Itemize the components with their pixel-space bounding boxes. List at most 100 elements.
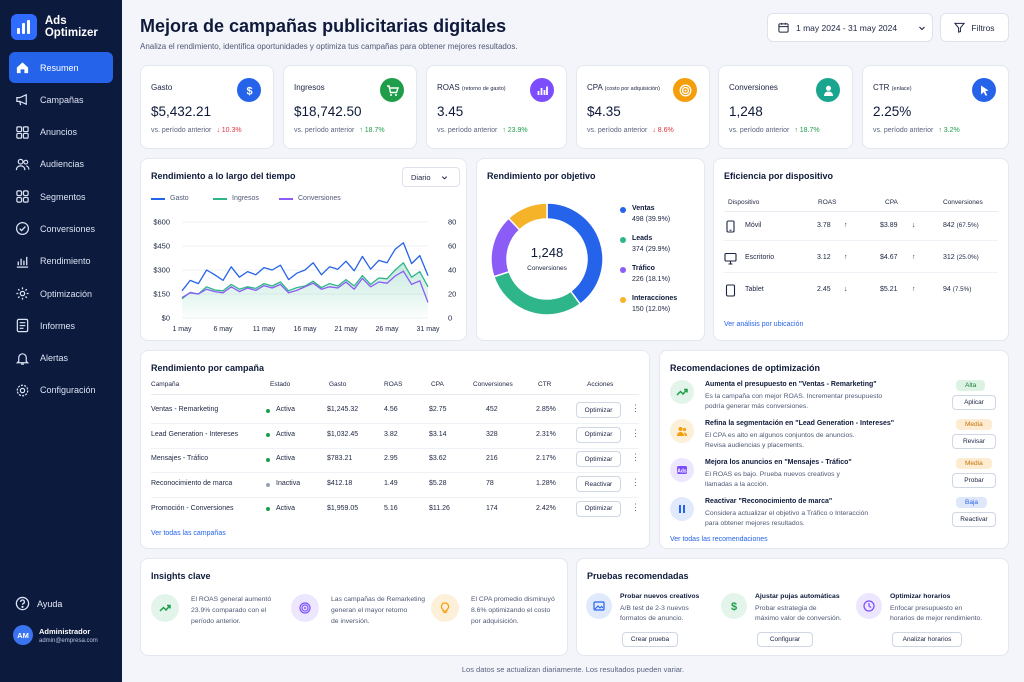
filters-button[interactable]: Filtros	[940, 13, 1009, 42]
campaign-status: Activa	[276, 430, 296, 438]
kpi-card: Gasto $5,432.21 vs. período anterior ↓ 10.3…	[140, 65, 274, 149]
y-right-tick: 0	[448, 314, 452, 323]
more-options-icon[interactable]: ⋮	[631, 427, 640, 438]
kpi-compare-text: vs. período anterior	[437, 127, 498, 134]
sidebar-item-6[interactable]: Rendimiento	[9, 246, 113, 277]
date-range-picker[interactable]: 1 may 2024 - 31 may 2024	[767, 13, 933, 42]
kpi-card: ROAS (retorno de gasto) 3.45 vs. período a…	[426, 65, 567, 149]
all-campaigns-link[interactable]: Ver todas las campañas	[151, 530, 226, 537]
more-options-icon[interactable]: ⋮	[631, 477, 640, 488]
sidebar-item-5[interactable]: Conversiones	[9, 213, 113, 244]
campaign-name[interactable]: Mensajes - Tráfico	[151, 455, 209, 463]
phone-icon	[726, 220, 735, 233]
legend-dot	[620, 297, 626, 303]
app-logo[interactable]: Ads Optimizer	[11, 14, 122, 40]
device-col-header: Conversiones	[943, 199, 983, 206]
device-roas: 3.12	[817, 254, 831, 261]
test-desc: horarios de mejor rendimiento.	[890, 615, 983, 622]
optimize-button[interactable]: Optimizar	[576, 402, 621, 418]
recommendation-title: Mejora los anuncios en "Mensajes - Tráfi…	[705, 459, 852, 466]
kpi-label-note: (enlace)	[891, 86, 912, 92]
campaign-name[interactable]: Lead Generation - Intereses	[151, 430, 239, 438]
kpi-compare-text: vs. período anterior	[587, 127, 648, 134]
settings-icon	[16, 384, 29, 397]
filters-label: Filtros	[971, 22, 995, 33]
x-tick: 11 may	[253, 326, 276, 333]
location-analysis-link[interactable]: Ver análisis por ubicación	[724, 321, 804, 328]
user-email: admin@empresa.com	[39, 637, 98, 644]
avatar: AM	[13, 625, 33, 645]
objective-legend-item: Ventas 498 (39.9%)	[620, 204, 670, 226]
donut-slice-tráfico	[490, 217, 521, 278]
recommendation-action-button[interactable]: Aplicar	[952, 395, 996, 410]
sidebar-item-10[interactable]: Configuración	[9, 375, 113, 406]
test-action-button[interactable]: Configurar	[757, 632, 813, 647]
campaign-status: Activa	[276, 455, 296, 463]
more-options-icon[interactable]: ⋮	[631, 452, 640, 463]
y-left-tick: $600	[153, 218, 170, 227]
optimize-button[interactable]: Optimizar	[576, 500, 621, 517]
sidebar-item-9[interactable]: Alertas	[9, 343, 113, 374]
chevron-down-icon	[919, 26, 926, 30]
kpi-value: 3.45	[437, 104, 464, 119]
sidebar-item-3[interactable]: Audiencias	[9, 149, 113, 180]
priority-badge: Media	[956, 458, 992, 469]
svg-text:Ads: Ads	[677, 468, 687, 474]
all-recommendations-link[interactable]: Ver todas las recomendaciones	[670, 536, 768, 543]
sidebar-item-2[interactable]: Anuncios	[9, 117, 113, 148]
campaign-roas: 4.56	[384, 406, 398, 413]
kpi-label: Ingresos	[294, 83, 325, 92]
granularity-select[interactable]: Diario	[402, 167, 460, 187]
recommendation-action-button[interactable]: Revisar	[952, 434, 996, 449]
campaign-name[interactable]: Reconocimiento de marca	[151, 480, 233, 488]
test-desc: A/B test de 2-3 nuevos	[620, 605, 689, 612]
test-action-button[interactable]: Crear prueba	[622, 632, 678, 647]
campaign-conversions: 328	[486, 430, 498, 438]
segments-icon	[16, 190, 29, 203]
sidebar-item-0[interactable]: Resumen	[9, 52, 113, 83]
recommendation-action-button[interactable]: Reactivar	[952, 512, 996, 527]
help-label: Ayuda	[37, 598, 63, 609]
campaign-cpa: $11.26	[429, 504, 450, 512]
sidebar-item-label: Segmentos	[40, 191, 86, 202]
kpi-label-note: (costo por adquisición)	[604, 86, 660, 92]
more-options-icon[interactable]: ⋮	[631, 501, 640, 512]
user-profile[interactable]: AM Administrador admin@empresa.com	[13, 625, 98, 645]
target-icon	[291, 594, 319, 622]
legend-item[interactable]: Ingresos	[213, 195, 259, 202]
sidebar-item-4[interactable]: Segmentos	[9, 181, 113, 212]
table-row: Ventas - Remarketing Activa $1,245.32 4.56 $…	[141, 400, 651, 422]
test-action-button[interactable]: Analizar horarios	[892, 632, 962, 647]
ads-icon: Ads	[670, 458, 694, 482]
optimize-button[interactable]: Optimizar	[576, 426, 621, 443]
legend-item[interactable]: Gasto	[151, 195, 189, 202]
tablet-icon	[725, 284, 736, 297]
recommendation-desc: Es la campaña con mejor ROAS. Incrementa…	[705, 393, 883, 400]
conv-value: 312	[943, 254, 955, 261]
campaign-conversions: 174	[486, 504, 498, 512]
objective-card: Rendimiento por objetivo 1,248 Conversio…	[476, 158, 705, 341]
legend-item[interactable]: Conversiones	[279, 195, 341, 202]
divider	[151, 394, 639, 395]
campaign-name[interactable]: Ventas - Remarketing	[151, 406, 219, 413]
status-dot	[266, 433, 270, 438]
legend-dot	[620, 267, 626, 273]
campaign-status: Activa	[276, 406, 296, 413]
sidebar-item-8[interactable]: Informes	[9, 310, 113, 341]
recommendation-desc: El ROAS es bajo. Prueba nuevos creativos…	[705, 471, 840, 478]
optimize-button[interactable]: Optimizar	[576, 451, 621, 468]
reactivate-button[interactable]: Reactivar	[576, 476, 621, 493]
sidebar-item-1[interactable]: Campañas	[9, 84, 113, 115]
campaign-name[interactable]: Promoción - Conversiones	[151, 504, 234, 512]
objective-title: Rendimiento por objetivo	[487, 171, 596, 181]
help-link[interactable]: Ayuda	[15, 596, 62, 611]
kpi-change: ↓ 8.6%	[652, 127, 674, 134]
page-title: Mejora de campañas publicitarias digital…	[140, 16, 507, 36]
kpi-label: CTR (enlace)	[873, 83, 912, 92]
kpi-card: CPA (costo por adquisición) $4.35 vs. perí…	[576, 65, 710, 149]
recommendation-action-button[interactable]: Probar	[952, 473, 996, 488]
legend-value: 498 (39.9%)	[632, 215, 671, 223]
more-options-icon[interactable]: ⋮	[631, 403, 640, 413]
sidebar-item-7[interactable]: Optimización	[9, 278, 113, 309]
page-subtitle: Analiza el rendimiento, identifica oport…	[140, 42, 518, 51]
